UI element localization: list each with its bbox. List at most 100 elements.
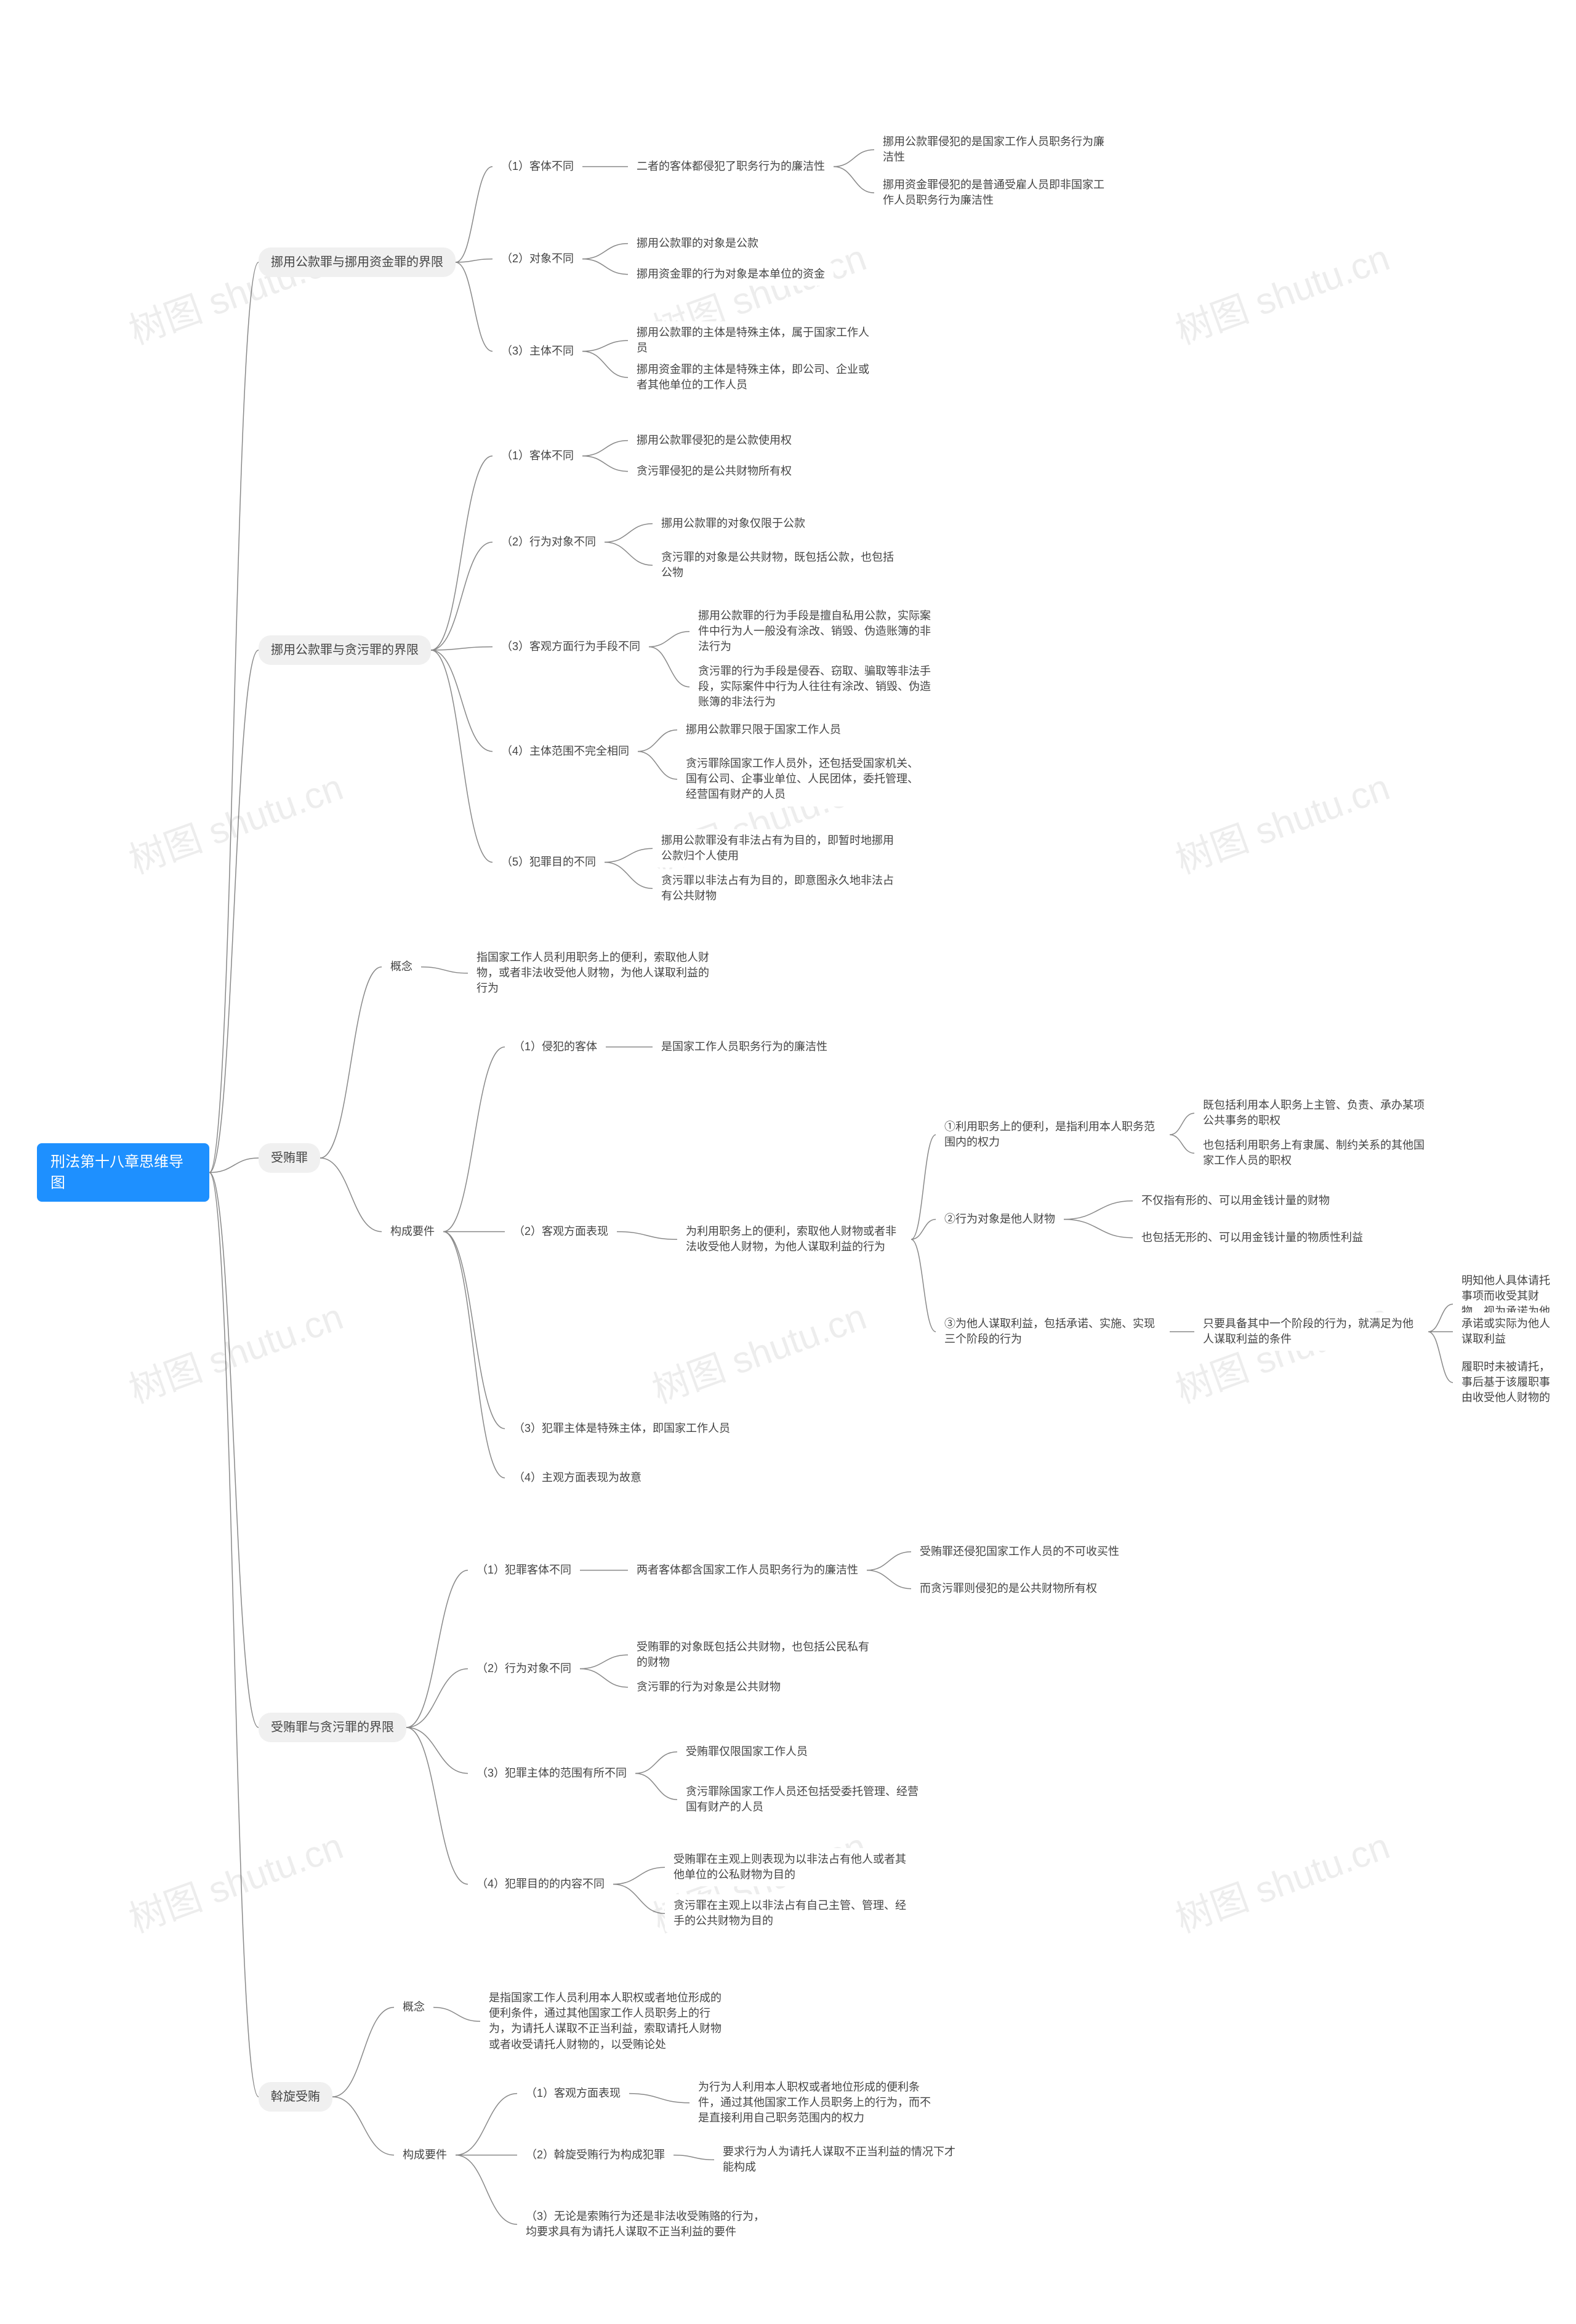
node-b5x2: 贪污罪以非法占有为目的，即意图永久地非法占有公共财物 bbox=[653, 869, 911, 907]
watermark: 树图 shutu.cn bbox=[644, 1287, 872, 1413]
watermark: 树图 shutu.cn bbox=[121, 1287, 349, 1413]
watermark: 树图 shutu.cn bbox=[1167, 1816, 1396, 1943]
node-b4x1: 挪用公款罪只限于国家工作人员 bbox=[677, 718, 850, 741]
edge-b-b2 bbox=[431, 542, 492, 650]
edge-b2-b2x2 bbox=[605, 542, 653, 566]
node-c0: 概念 bbox=[382, 955, 421, 978]
node-d4: （4）犯罪目的的内容不同 bbox=[468, 1873, 613, 1896]
node-d1: （1）犯罪客体不同 bbox=[468, 1559, 580, 1582]
edge-a-a3 bbox=[456, 262, 492, 352]
edge-root-a bbox=[209, 262, 259, 1173]
node-d3: （3）犯罪主体的范围有所不同 bbox=[468, 1762, 635, 1785]
node-d3x2: 贪污罪除国家工作人员还包括受委托管理、经营国有财产的人员 bbox=[677, 1780, 936, 1819]
edge-eg1-eg1x bbox=[629, 2094, 690, 2103]
node-d3x1: 受贿罪仅限国家工作人员 bbox=[677, 1740, 816, 1763]
node-cg2a: ①利用职务上的便利，是指利用本人职务范围内的权力 bbox=[936, 1116, 1170, 1154]
edge-c0-c0x bbox=[421, 967, 468, 973]
edge-b5-b5x1 bbox=[605, 848, 653, 862]
node-cg2a1: 既包括利用本人职务上主管、负责、承办某项公共事务的职权 bbox=[1194, 1094, 1441, 1132]
node-d: 受贿罪与贪污罪的界限 bbox=[259, 1713, 406, 1742]
node-eg2: （2）斡旋受贿行为构成犯罪 bbox=[517, 2144, 673, 2166]
node-root: 刑法第十八章思维导图 bbox=[37, 1143, 209, 1202]
edge-b3-b3x2 bbox=[649, 647, 690, 687]
node-a2x1: 挪用公款罪的对象是公款 bbox=[628, 232, 767, 255]
edge-root-d bbox=[209, 1173, 259, 1727]
edge-a1x-a1x2 bbox=[834, 167, 874, 193]
node-d4x2: 贪污罪在主观上以非法占有自己主管、管理、经手的公共财物为目的 bbox=[665, 1894, 923, 1932]
edge-d-d1 bbox=[406, 1570, 468, 1727]
edge-d3-d3x2 bbox=[635, 1774, 677, 1800]
edge-cg2x-cg2b bbox=[911, 1220, 936, 1240]
watermark: 树图 shutu.cn bbox=[1167, 228, 1396, 355]
edge-a2-a2x1 bbox=[582, 244, 628, 259]
node-b1x1: 挪用公款罪侵犯的是公款使用权 bbox=[628, 429, 800, 452]
node-c: 受贿罪 bbox=[259, 1143, 320, 1173]
edge-root-c bbox=[209, 1158, 259, 1173]
node-e: 斡旋受贿 bbox=[259, 2082, 332, 2112]
node-b2: （2）行为对象不同 bbox=[492, 531, 605, 553]
node-d1x: 两者客体都含国家工作人员职务行为的廉洁性 bbox=[628, 1559, 867, 1582]
node-cg2x: 为利用职务上的便利，索取他人财物或者非法收受他人财物，为他人谋取利益的行为 bbox=[677, 1220, 911, 1258]
node-cg2b: ②行为对象是他人财物 bbox=[936, 1208, 1064, 1231]
node-cg2cx2: 承诺或实际为他人谋取利益 bbox=[1453, 1313, 1564, 1351]
node-a1x2: 挪用资金罪侵犯的是普通受雇人员即非国家工作人员职务行为廉洁性 bbox=[874, 174, 1120, 212]
node-cg2c: ③为他人谋取利益，包括承诺、实施、实现三个阶段的行为 bbox=[936, 1313, 1170, 1351]
node-c0x: 指国家工作人员利用职务上的便利，索取他人财物，或者非法收受他人财物，为他人谋取利… bbox=[468, 946, 726, 1000]
node-a3x2: 挪用资金罪的主体是特殊主体，即公司、企业或者其他单位的工作人员 bbox=[628, 358, 886, 396]
node-cg2cx3: 履职时未被请托，事后基于该履职事由收受他人财物的 bbox=[1453, 1356, 1564, 1410]
node-eg1x: 为行为人利用本人职权或者地位形成的便利条件，通过其他国家工作人员职务上的行为，而… bbox=[690, 2076, 948, 2130]
node-cg1: （1）侵犯的客体 bbox=[505, 1035, 606, 1058]
edge-c-cg bbox=[320, 1158, 382, 1232]
node-b1: （1）客体不同 bbox=[492, 444, 582, 467]
node-d4x1: 受贿罪在主观上则表现为以非法占有他人或者其他单位的公私财物为目的 bbox=[665, 1848, 923, 1886]
node-b1x2: 贪污罪侵犯的是公共财物所有权 bbox=[628, 460, 800, 483]
node-a1: （1）客体不同 bbox=[492, 155, 582, 178]
edge-cg2a-cg2a2 bbox=[1170, 1135, 1194, 1153]
edge-e-e0 bbox=[332, 2008, 394, 2097]
node-a1x: 二者的客体都侵犯了职务行为的廉洁性 bbox=[628, 155, 834, 178]
node-cg2a2: 也包括利用职务上有隶属、制约关系的其他国家工作人员的职权 bbox=[1194, 1134, 1441, 1172]
edge-b1-b1x1 bbox=[582, 441, 628, 456]
node-a3: （3）主体不同 bbox=[492, 340, 582, 363]
edge-e-eg bbox=[332, 2097, 394, 2155]
edge-eg-eg1 bbox=[456, 2094, 517, 2155]
edge-cg-cg3 bbox=[443, 1232, 505, 1429]
edge-d3-d3x1 bbox=[635, 1752, 677, 1774]
edge-eg2-eg2x bbox=[673, 2155, 714, 2160]
edge-eg-eg3 bbox=[456, 2155, 517, 2225]
node-a3x1: 挪用公款罪的主体是特殊主体，属于国家工作人员 bbox=[628, 321, 886, 360]
edge-e0-e0x bbox=[433, 2008, 480, 2022]
edge-cg2x-cg2a bbox=[911, 1135, 936, 1239]
node-cg2b2: 也包括无形的、可以用金钱计量的物质性利益 bbox=[1133, 1226, 1372, 1249]
node-d2: （2）行为对象不同 bbox=[468, 1657, 580, 1680]
edge-cg2cx-cg2cx1 bbox=[1428, 1304, 1453, 1332]
node-b4: （4）主体范围不完全相同 bbox=[492, 740, 638, 763]
edge-b-b4 bbox=[431, 650, 492, 752]
node-eg2x: 要求行为人为请托人谋取不正当利益的情况下才能构成 bbox=[714, 2141, 973, 2179]
edge-a-a1 bbox=[456, 167, 492, 262]
edge-cg2a-cg2a1 bbox=[1170, 1113, 1194, 1135]
watermark: 树图 shutu.cn bbox=[121, 1816, 349, 1943]
edge-d-d4 bbox=[406, 1727, 468, 1884]
mindmap-canvas: 树图 shutu.cn 树图 shutu.cn 树图 shutu.cn 树图 shut… bbox=[0, 0, 1576, 2324]
node-b4x2: 贪污罪除国家工作人员外，还包括受国家机关、国有公司、企事业单位、人民团体，委托管… bbox=[677, 752, 936, 806]
edge-cg2-cg2x bbox=[617, 1232, 677, 1240]
edge-cg2cx-cg2cx3 bbox=[1428, 1332, 1453, 1383]
node-d2x2: 贪污罪的行为对象是公共财物 bbox=[628, 1676, 789, 1699]
node-e0: 概念 bbox=[394, 1996, 433, 2019]
node-b2x2: 贪污罪的对象是公共财物，既包括公款，也包括公物 bbox=[653, 546, 911, 584]
node-cg2b1: 不仅指有形的、可以用金钱计量的财物 bbox=[1133, 1189, 1338, 1212]
edge-cg2x-cg2c bbox=[911, 1239, 936, 1332]
node-cg: 构成要件 bbox=[382, 1220, 443, 1243]
edge-d4-d4x2 bbox=[613, 1884, 665, 1914]
node-b5: （5）犯罪目的不同 bbox=[492, 851, 605, 874]
node-eg1: （1）客观方面表现 bbox=[517, 2082, 629, 2105]
edge-b-b5 bbox=[431, 650, 492, 862]
node-cg4: （4）主观方面表现为故意 bbox=[505, 1466, 650, 1489]
edge-a3-a3x1 bbox=[582, 340, 628, 351]
edge-b4-b4x2 bbox=[638, 752, 677, 779]
watermark: 树图 shutu.cn bbox=[1167, 757, 1396, 884]
edge-b3-b3x1 bbox=[649, 632, 690, 647]
edge-d-d3 bbox=[406, 1727, 468, 1774]
edge-cg-cg1 bbox=[443, 1047, 505, 1232]
